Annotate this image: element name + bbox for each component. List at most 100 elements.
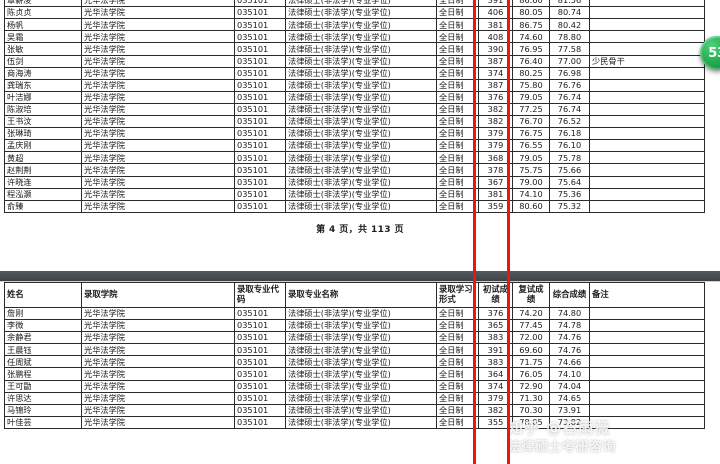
admitted-major-name: 法律硕士(非法学)(专业学位): [285, 187, 437, 201]
admitted-major-code: 035101: [234, 367, 286, 381]
admission-table-bottom: 姓名 录取学院 录取专业代码 录取专业名称 录取学习形式 初试成绩 复试成绩 综…: [4, 282, 705, 429]
retest-score: 80.05: [512, 6, 550, 20]
total-score: 75.66: [549, 163, 590, 177]
admitted-major-code: 035101: [234, 415, 286, 429]
retest-score: 79.05: [512, 90, 550, 104]
retest-score: 75.75: [512, 163, 550, 177]
admitted-major-code: 035101: [234, 30, 286, 44]
admitted-name: 叶佳芸: [4, 415, 82, 429]
admitted-name: 张琳琦: [4, 127, 82, 141]
admitted-major-name: 法律硕士(非法学)(专业学位): [285, 6, 437, 20]
column-header-total: 综合成绩: [549, 282, 590, 308]
admitted-name: 余静君: [4, 331, 82, 345]
admitted-major-name: 法律硕士(非法学)(专业学位): [285, 90, 437, 104]
admitted-major-name: 法律硕士(非法学)(专业学位): [285, 343, 437, 357]
total-score: 74.76: [549, 343, 590, 357]
total-score: 76.74: [549, 90, 590, 104]
retest-score: 74.60: [512, 30, 550, 44]
admitted-major-code: 035101: [234, 306, 286, 321]
total-score: 74.78: [549, 319, 590, 333]
total-score: 80.42: [549, 18, 590, 32]
total-score: 76.10: [549, 139, 590, 153]
admitted-major-name: 法律硕士(非法学)(专业学位): [285, 78, 437, 92]
admitted-major-name: 法律硕士(非法学)(专业学位): [285, 18, 437, 32]
admitted-name: 王晨钰: [4, 343, 82, 357]
admitted-major-code: 035101: [234, 343, 286, 357]
retest-score: 86.75: [512, 18, 550, 32]
table-row: 许晓连 光华法学院 035101 法律硕士(非法学)(专业学位) 全日制 367 79.00…: [4, 175, 705, 189]
column-header-major-name: 录取专业名称: [285, 282, 437, 308]
table-row: 俞臻 光华法学院 035101 法律硕士(非法学)(专业学位) 全日制 359 80.60 7…: [4, 199, 705, 213]
table-row: 赵荆荆 光华法学院 035101 法律硕士(非法学)(专业学位) 全日制 378 75.75…: [4, 163, 705, 177]
total-score: 77.58: [549, 42, 590, 56]
admitted-major-name: 法律硕士(非法学)(专业学位): [285, 355, 437, 369]
admitted-major-code: 035101: [234, 163, 286, 177]
admitted-name: 任周斌: [4, 355, 82, 369]
table-row: 许思达 光华法学院 035101 法律硕士(非法学)(专业学位) 全日制 379 71.30…: [4, 391, 705, 405]
admitted-college: 光华法学院: [81, 151, 235, 165]
remark: [589, 30, 705, 44]
total-score: 76.74: [549, 102, 590, 117]
remark: [589, 306, 705, 321]
admitted-major-code: 035101: [234, 6, 286, 20]
admitted-name: 许晓连: [4, 175, 82, 189]
table-row: 程泓灏 光华法学院 035101 法律硕士(非法学)(专业学位) 全日制 381 74.10…: [4, 187, 705, 201]
admitted-college: 光华法学院: [81, 187, 235, 201]
retest-score: 76.70: [512, 115, 550, 129]
admitted-major-code: 035101: [234, 42, 286, 56]
admitted-major-name: 法律硕士(非法学)(专业学位): [285, 42, 437, 56]
admitted-major-name: 法律硕士(非法学)(专业学位): [285, 139, 437, 153]
admitted-college: 光华法学院: [81, 199, 235, 213]
admitted-college: 光华法学院: [81, 403, 235, 417]
table-row: 伍剑 光华法学院 035101 法律硕士(非法学)(专业学位) 全日制 387 76.40 7…: [4, 54, 705, 68]
document-page-top: 陈佳朋光华法学院030109国际法学全日制35164.8068.28覃薪凌光华法…: [4, 0, 705, 235]
remark: [589, 115, 705, 129]
admitted-major-name: 法律硕士(非法学)(专业学位): [285, 199, 437, 213]
column-header-study-form: 录取学习形式: [436, 282, 479, 308]
total-score: 78.80: [549, 30, 590, 44]
admitted-name: 张敏: [4, 42, 82, 56]
admitted-name: 叶洁娜: [4, 90, 82, 104]
admitted-college: 光华法学院: [81, 175, 235, 189]
total-score: 73.91: [549, 403, 590, 417]
remark: [589, 319, 705, 333]
total-score: 75.78: [549, 151, 590, 165]
admitted-major-code: 035101: [234, 0, 286, 8]
retest-score: 75.80: [512, 78, 550, 92]
admitted-college: 光华法学院: [81, 139, 235, 153]
admitted-major-name: 法律硕士(非法学)(专业学位): [285, 151, 437, 165]
retest-score: 72.90: [512, 379, 550, 393]
admitted-major-code: 035101: [234, 331, 286, 345]
column-header-college: 录取学院: [81, 282, 235, 308]
retest-score: 71.75: [512, 355, 550, 369]
remark: [589, 151, 705, 165]
retest-score: 80.25: [512, 66, 550, 80]
admitted-name: 王书汶: [4, 115, 82, 129]
remark: [589, 391, 705, 405]
remark: [589, 66, 705, 80]
table-row: 龚瑞东 光华法学院 035101 法律硕士(非法学)(专业学位) 全日制 387 75.80…: [4, 78, 705, 92]
admitted-major-name: 法律硕士(非法学)(专业学位): [285, 30, 437, 44]
remark: [589, 187, 705, 201]
table-row: 余静君 光华法学院 035101 法律硕士(非法学)(专业学位) 全日制 383 72.00…: [4, 331, 705, 345]
admitted-college: 光华法学院: [81, 343, 235, 357]
admitted-name: 杨帆: [4, 18, 82, 32]
remark: [589, 379, 705, 393]
remark: [589, 163, 705, 177]
admitted-major-name: 法律硕士(非法学)(专业学位): [285, 319, 437, 333]
remark: [589, 127, 705, 141]
remark: [589, 139, 705, 153]
total-score: 74.66: [549, 355, 590, 369]
retest-score: 80.60: [512, 199, 550, 213]
retest-score: 74.20: [512, 306, 550, 321]
admitted-name: 孟庆刚: [4, 139, 82, 153]
remark: [589, 6, 705, 20]
retest-score: 76.05: [512, 367, 550, 381]
table-row: 马锦玲 光华法学院 035101 法律硕士(非法学)(专业学位) 全日制 382 70.30…: [4, 403, 705, 417]
admitted-college: 光华法学院: [81, 415, 235, 429]
comment-count-badge[interactable]: 53: [700, 36, 720, 70]
retest-score: 72.00: [512, 331, 550, 345]
admitted-name: 吴霜: [4, 30, 82, 44]
admitted-college: 光华法学院: [81, 66, 235, 80]
